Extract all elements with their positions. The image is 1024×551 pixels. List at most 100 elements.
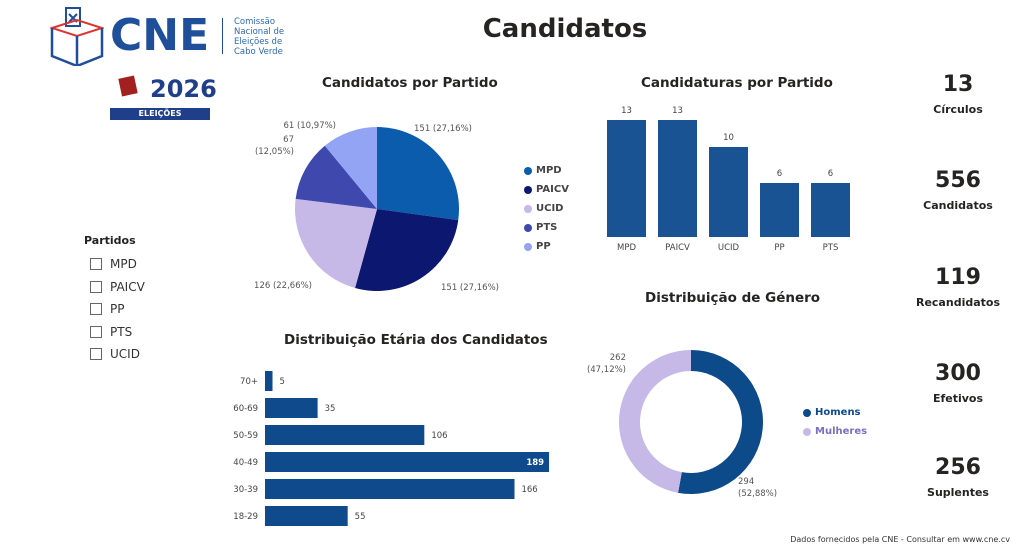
bar-value-label: 10: [723, 133, 734, 143]
bar-category-label: PP: [774, 243, 784, 253]
pie-data-label: 67 (12,05%): [255, 135, 294, 157]
age-value-label: 189: [526, 458, 544, 468]
kpi-suplentes: 256 Suplentes: [903, 455, 1013, 499]
donut-label-pct: (47,12%): [587, 365, 626, 375]
legend-dot-icon: [803, 408, 811, 417]
kpi-value: 13: [942, 72, 974, 97]
kpi-value: 300: [935, 361, 981, 386]
ballot-box-logo-icon: [50, 7, 104, 66]
legend-dot-icon: [524, 185, 532, 194]
legend-pts: PTS: [524, 218, 569, 237]
legend-homens: Homens: [803, 403, 867, 422]
age-category-label: 18-29: [233, 512, 258, 522]
donut-label-pct: (52,88%): [738, 489, 777, 499]
bar-ucid: [709, 147, 748, 237]
slicer-item-label: PTS: [110, 324, 133, 339]
pie-data-label: 61 (10,97%): [283, 121, 336, 131]
legend-dot-icon: [524, 166, 532, 175]
age-title: Distribuição Etária dos Candidatos: [284, 332, 548, 348]
bar-title: Candidaturas por Partido: [641, 75, 833, 91]
legend-dot-icon: [524, 242, 532, 251]
slicer-item-mpd[interactable]: MPD: [90, 253, 145, 276]
bar-category-label: MPD: [617, 243, 636, 253]
page-title: Candidatos: [482, 14, 648, 44]
legend-pp: PP: [524, 237, 569, 256]
bar-category-label: PAICV: [665, 243, 690, 253]
donut-label-value: 262: [610, 353, 626, 363]
kpi-circulos: 13 Círculos: [903, 72, 1013, 116]
legend-dot-icon: [524, 204, 532, 213]
checkbox[interactable]: [90, 280, 102, 293]
age-value-label: 106: [431, 431, 447, 441]
age-bar-60-69: [265, 398, 318, 418]
pie-slice-ucid: [295, 198, 377, 289]
age-bar-30-39: [265, 479, 515, 499]
cne-logo-text: CNE: [110, 10, 210, 61]
kpi-value: 256: [935, 455, 981, 480]
donut-slice-homens: [678, 350, 764, 495]
age-value-label: 166: [521, 485, 537, 495]
checkbox[interactable]: [90, 348, 102, 361]
org-name-line: Eleições de: [234, 37, 283, 47]
org-name-line: Nacional de: [234, 27, 285, 37]
kpi-efetivos: 300 Efetivos: [903, 361, 1013, 405]
age-bar-70+: [265, 371, 273, 391]
pie-title: Candidatos por Partido: [322, 75, 498, 91]
slicer-item-paicv[interactable]: PAICV: [90, 276, 145, 299]
slicer-item-pts[interactable]: PTS: [90, 321, 145, 344]
pie-slice-pts: [295, 145, 377, 209]
age-category-label: 30-39: [233, 485, 258, 495]
kpi-label: Círculos: [933, 103, 983, 116]
pie-data-label: 126 (22,66%): [254, 281, 312, 291]
kpi-value: 119: [935, 265, 981, 290]
gender-title: Distribuição de Género: [645, 290, 821, 306]
checkbox[interactable]: [90, 325, 102, 338]
bar-value-label: 13: [672, 106, 683, 116]
pie-slice-mpd: [377, 127, 460, 221]
checkbox[interactable]: [90, 303, 102, 316]
footer-source: Dados fornecidos pela CNE - Consultar em…: [790, 535, 1010, 544]
pie-data-label: 151 (27,16%): [441, 283, 499, 293]
bar-pp: [760, 183, 799, 237]
bar-category-label: PTS: [823, 243, 839, 253]
slicer-item-label: PP: [110, 302, 125, 317]
legend-label: PP: [536, 241, 551, 252]
age-category-label: 40-49: [233, 458, 258, 468]
pie-slice-pp: [324, 127, 377, 209]
age-value-label: 35: [325, 404, 336, 414]
org-name: Comissão Nacional de Eleições de Cabo Verde: [234, 17, 284, 57]
slicer-title: Partidos: [84, 234, 136, 247]
org-name-line: Cabo Verde: [234, 47, 283, 57]
slicer-item-pp[interactable]: PP: [90, 298, 145, 321]
age-bar-50-59: [265, 425, 425, 445]
badge-text: ELEIÇÕES LEGISLATIVAS: [110, 108, 210, 130]
slicer-item-ucid[interactable]: UCID: [90, 343, 145, 366]
legend-paicv: PAICV: [524, 180, 569, 199]
election-badge: 2026 ELEIÇÕES LEGISLATIVAS: [110, 75, 225, 130]
age-value-label: 5: [280, 377, 285, 387]
age-category-label: 70+: [240, 377, 258, 387]
kpi-candidatos: 556 Candidatos: [903, 168, 1013, 212]
kpi-label: Candidatos: [923, 199, 993, 212]
checkbox[interactable]: [90, 258, 102, 271]
kpi-label: Efetivos: [932, 392, 984, 405]
legend-dot-icon: [803, 427, 811, 436]
slicer-item-label: MPD: [110, 257, 137, 272]
pie-data-label: 151 (27,16%): [414, 124, 472, 134]
pie-slice-paicv: [355, 209, 459, 291]
age-category-label: 50-59: [233, 431, 258, 441]
age-category-label: 60-69: [233, 404, 258, 414]
donut-label-value: 294: [738, 477, 754, 487]
legend-dot-icon: [524, 223, 532, 232]
bar-category-label: UCID: [718, 243, 740, 253]
gender-legend: Homens Mulheres: [803, 403, 867, 441]
bar-paicv: [658, 120, 697, 237]
kpi-value: 556: [935, 168, 981, 193]
slicer-item-label: PAICV: [110, 279, 145, 294]
partidos-slicer: Partidos MPD PAICV PP PTS UCID: [84, 234, 145, 366]
logo-divider: [222, 18, 223, 54]
bar-mpd: [607, 120, 646, 237]
kpi-recandidatos: 119 Recandidatos: [903, 265, 1013, 309]
legend-label: Homens: [815, 407, 861, 418]
